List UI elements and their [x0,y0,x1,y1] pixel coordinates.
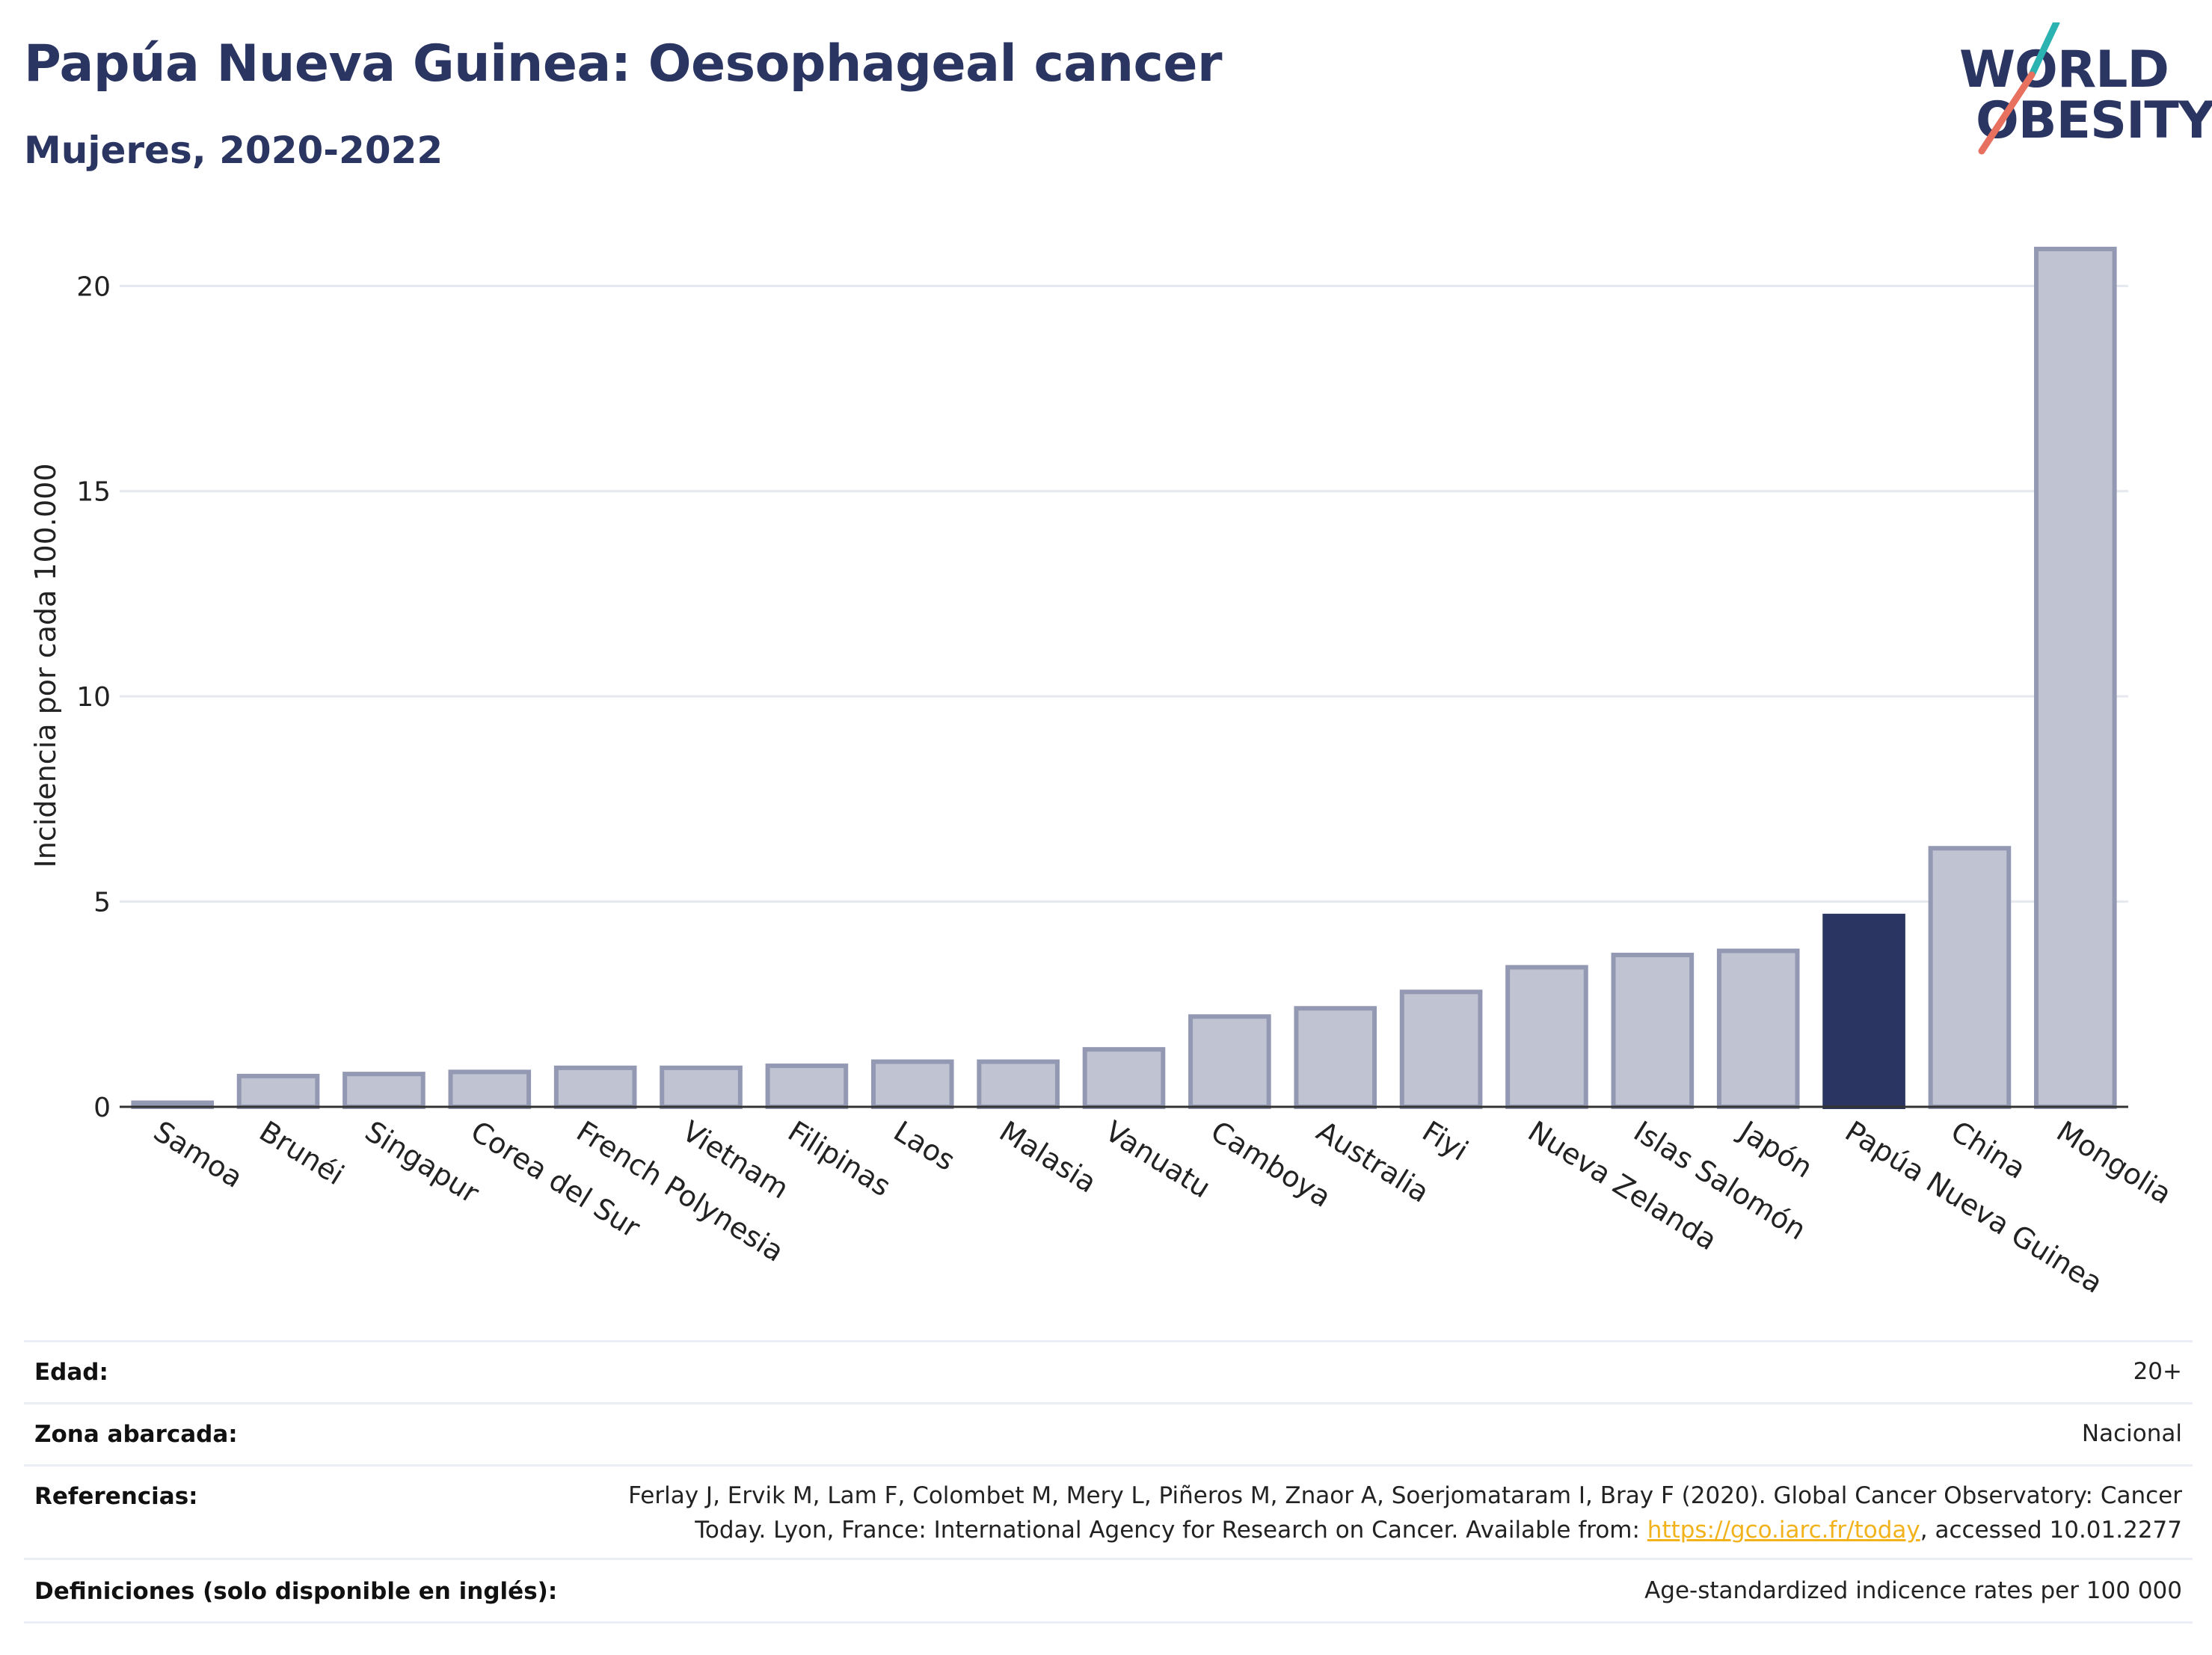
y-tick-label: 5 [93,888,111,918]
bar [1611,952,1695,1109]
bar [342,1072,425,1109]
info-row-zona: Zona abarcada: Nacional [24,1404,2193,1467]
referencias-value: Ferlay J, Ervik M, Lam F, Colombet M, Me… [628,1479,2182,1547]
logo-slash-icon [1978,22,2060,155]
info-row-edad: Edad: 20+ [24,1342,2193,1404]
y-tick-label: 0 [93,1093,111,1123]
x-tick-label: Nueva Zelanda [1523,1114,1723,1256]
x-tick-label: Brunéi [254,1114,349,1191]
edad-label: Edad: [34,1359,108,1386]
logo-line-1: WORLD [1959,40,2169,99]
chart-subtitle: Mujeres, 2020-2022 [24,129,443,172]
bar [1928,846,2012,1109]
x-tick-label: China [1945,1114,2031,1185]
bar [660,1065,743,1110]
reference-line-1: Ferlay J, Ervik M, Lam F, Colombet M, Me… [628,1482,2182,1509]
info-row-referencias: Referencias: Ferlay J, Ervik M, Lam F, C… [24,1467,2193,1560]
x-tick-label: Fiyi [1416,1114,1473,1167]
x-tick-label: Samoa [148,1114,248,1194]
referencias-label: Referencias: [34,1483,198,1510]
bar [1082,1047,1166,1110]
grid-lines [120,284,2128,903]
bar [236,1073,320,1109]
reference-accessed: , accessed 10.01.2277 [1920,1517,2182,1544]
bar [1294,1006,1377,1109]
y-tick-label: 15 [76,477,111,508]
x-tick-label: Malasia [994,1114,1102,1199]
x-tick-label: Singapur [360,1114,485,1210]
x-tick-label: Vanuatu [1099,1114,1216,1204]
edad-value: 20+ [2133,1358,2182,1385]
info-row-definiciones: Definiciones (solo disponible en inglés)… [24,1560,2193,1624]
reference-link[interactable]: https://gco.iarc.fr/today [1647,1517,1920,1544]
bar [1822,913,1905,1110]
x-tick-label: Camboya [1205,1114,1337,1214]
bar [2034,246,2117,1110]
x-tick-label: Laos [888,1114,961,1177]
definiciones-value: Age-standardized indicence rates per 100… [1644,1577,2182,1604]
bar [977,1059,1060,1110]
bar [1505,965,1588,1109]
y-axis-label: Incidencia por cada 100.000 [29,463,62,868]
bar [765,1063,849,1110]
bar [870,1059,954,1110]
bar [1399,989,1483,1109]
zona-label: Zona abarcada: [34,1421,238,1448]
info-table: Edad: 20+ Zona abarcada: Nacional Refere… [24,1340,2193,1624]
definiciones-label: Definiciones (solo disponible en inglés)… [34,1578,558,1605]
zona-value: Nacional [2081,1420,2182,1447]
chart-title: Papúa Nueva Guinea: Oesophageal cancer [24,34,1223,93]
x-tick-label: Mongolia [2051,1114,2178,1210]
reference-text: Today. Lyon, France: International Agenc… [695,1517,1647,1544]
bar [448,1069,532,1110]
y-tick-labels: 0 5 10 15 20 [76,271,111,1123]
bar [553,1065,637,1110]
y-tick-label: 20 [76,271,111,302]
y-tick-label: 10 [76,682,111,713]
bar [1188,1014,1271,1110]
world-obesity-logo: WORLD OBESITY [1959,22,2212,165]
reference-line-2: Today. Lyon, France: International Agenc… [628,1513,2182,1547]
bar [1716,948,1800,1109]
x-tick-label: Filipinas [782,1114,897,1203]
x-tick-label: Japón [1733,1114,1819,1185]
bars [120,246,2128,1110]
